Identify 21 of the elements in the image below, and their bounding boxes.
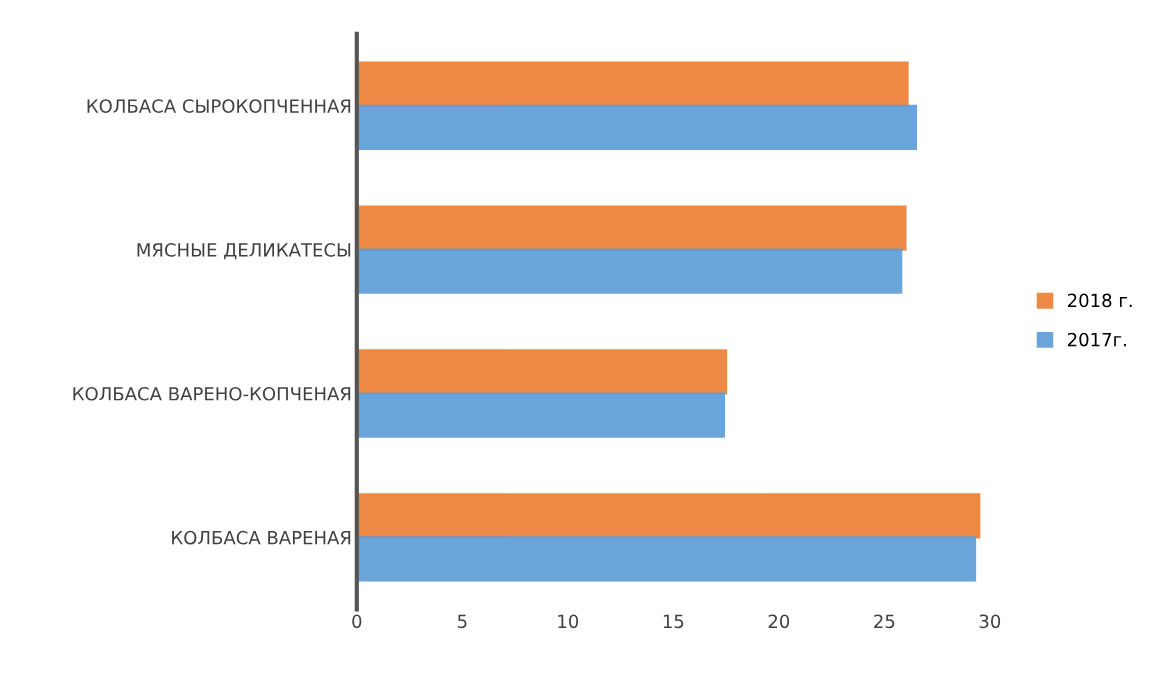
x-tick-label: 20 <box>768 614 790 629</box>
x-tick-label: 25 <box>874 614 895 629</box>
bar <box>356 392 726 438</box>
bar <box>356 205 907 251</box>
x-tick-label: 15 <box>663 614 684 629</box>
bar <box>356 536 977 582</box>
legend-label: 2018 г. <box>1067 293 1132 308</box>
bar <box>356 493 981 539</box>
y-tick-label: КОЛБАСА ВАРЕНАЯ <box>172 530 351 545</box>
y-tick-label: МЯСНЫЕ ДЕЛИКАТЕСЫ <box>137 243 351 260</box>
x-tick-label: 30 <box>979 614 1001 629</box>
x-tick-label: 10 <box>558 614 579 629</box>
legend-label: 2017г. <box>1067 332 1126 347</box>
x-tick-label: 5 <box>457 614 467 629</box>
bar <box>356 248 903 294</box>
bar <box>356 104 918 150</box>
y-tick-label: КОЛБАСА СЫРОКОПЧЕННАЯ <box>87 99 351 113</box>
bar <box>356 349 728 395</box>
x-tick-label: 0 <box>352 614 362 629</box>
y-tick-label: КОЛБАСА ВАРЕНО-КОПЧЕНАЯ <box>73 386 351 401</box>
bar <box>356 61 909 107</box>
